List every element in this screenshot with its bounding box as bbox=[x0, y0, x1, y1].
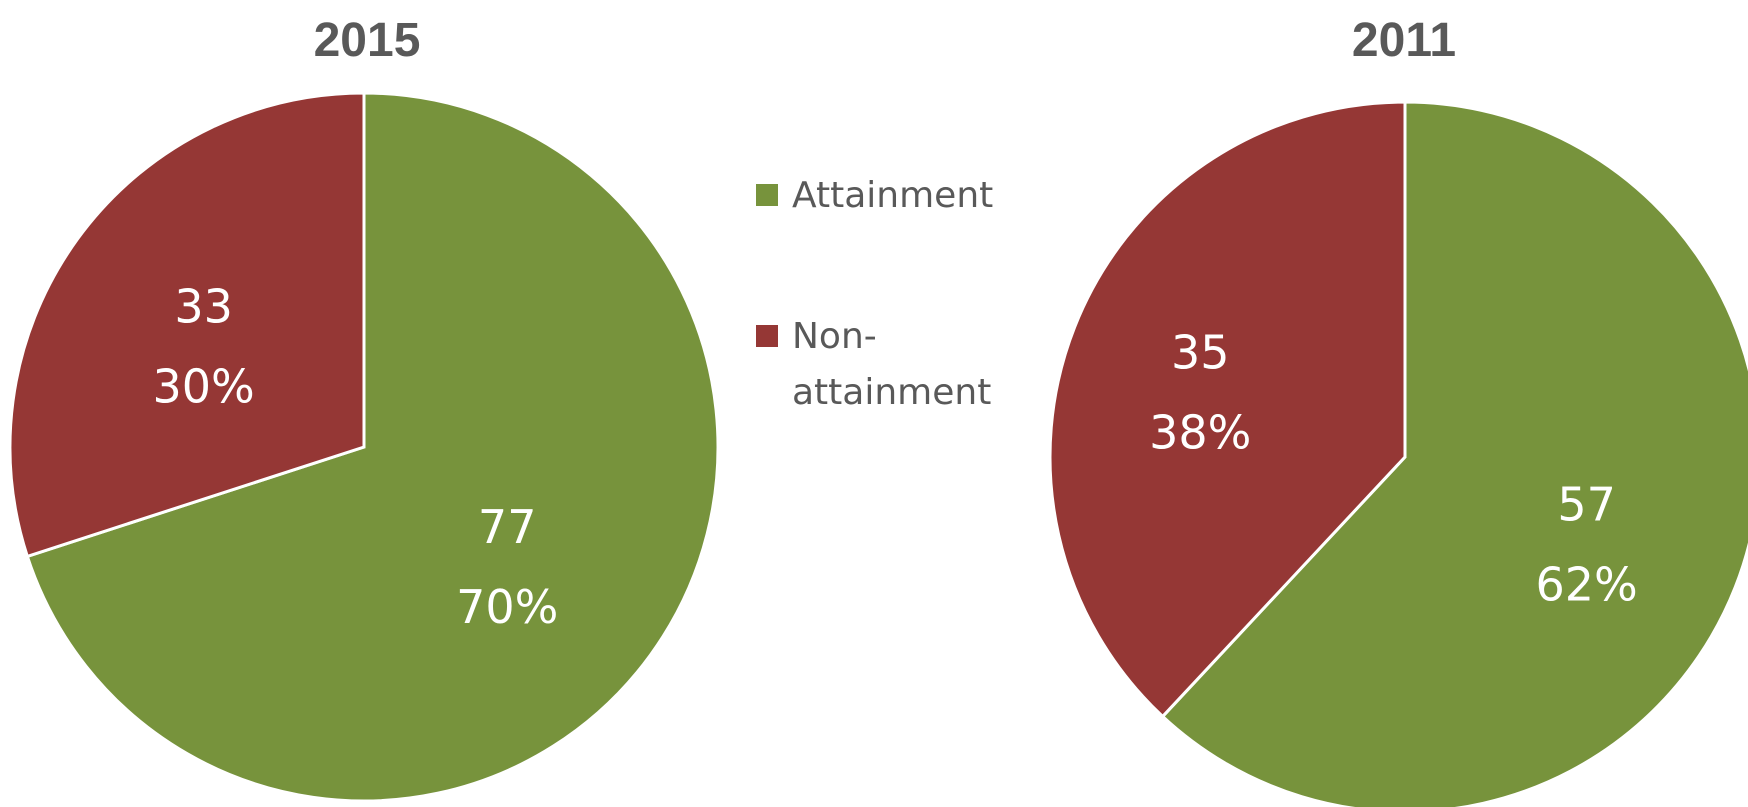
slice-percent-label-2015-attainment: 70% bbox=[456, 580, 558, 634]
legend-swatch-attainment bbox=[756, 184, 778, 206]
slice-value-label-2011-attainment: 57 bbox=[1557, 478, 1616, 532]
pie-slice-2011-attainment bbox=[1160, 100, 1748, 807]
slice-percent-label-2011-attainment: 62% bbox=[1536, 558, 1638, 612]
slice-value-label-2015-attainment: 77 bbox=[478, 500, 537, 554]
pie-slice-2015-attainment bbox=[25, 91, 720, 803]
slice-percent-label-2011-non-attainment: 38% bbox=[1149, 405, 1251, 459]
legend: Attainment Non- attainment bbox=[756, 175, 993, 413]
pie-slice-2011-non-attainment bbox=[1048, 100, 1407, 719]
chart-title-2015: 2015 bbox=[314, 14, 421, 67]
slice-value-label-2015-non-attainment: 33 bbox=[174, 279, 233, 333]
legend-label-non-attainment-line1: Non- bbox=[792, 316, 877, 357]
pie-chart-2011: 2011 57 62% 35 38% bbox=[1048, 14, 1748, 807]
pie-slice-2015-non-attainment bbox=[8, 91, 366, 559]
legend-label-non-attainment-line2: attainment bbox=[792, 372, 991, 413]
slice-percent-label-2015-non-attainment: 30% bbox=[152, 359, 254, 413]
legend-label-attainment: Attainment bbox=[792, 175, 993, 216]
pie-chart-2015: 2015 77 70% 33 30% bbox=[8, 14, 720, 803]
slice-value-label-2011-non-attainment: 35 bbox=[1171, 325, 1230, 379]
legend-swatch-non-attainment bbox=[756, 325, 778, 347]
chart-title-2011: 2011 bbox=[1352, 14, 1456, 67]
